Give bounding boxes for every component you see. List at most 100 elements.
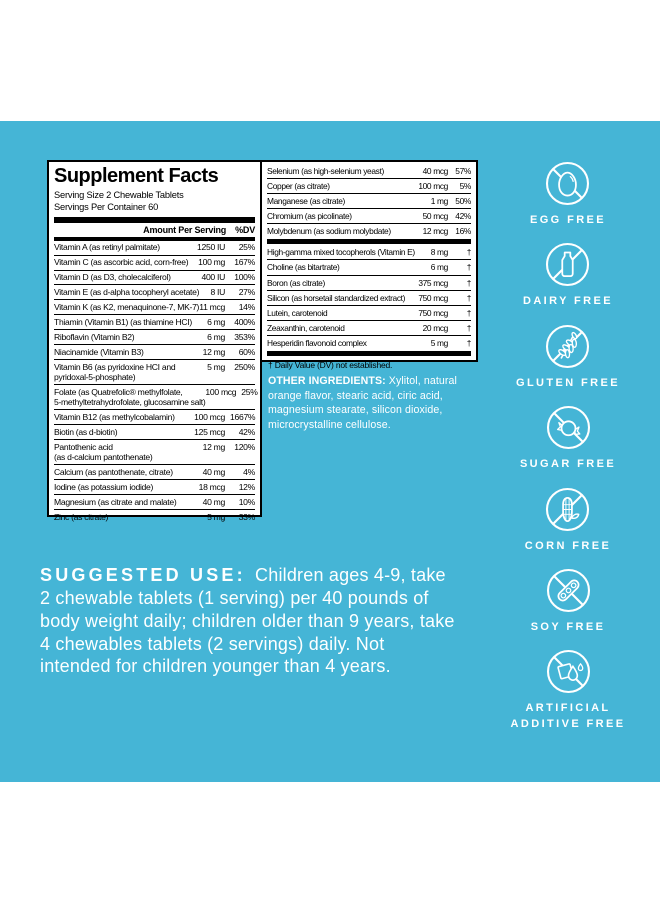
nutrient-row: Iodine (as potassium iodide) 18 mcg 12% [54,480,256,496]
nutrient-amount: 100 mcg [205,386,237,397]
divider-bar [267,350,471,356]
nutrient-amount: 50 mcg [422,211,449,222]
nutrient-name: Choline (as bitartrate) [267,262,340,273]
nutrient-name: Copper (as citrate) [267,181,330,192]
nutrient-row: Silicon (as horsetail standardized extra… [267,291,471,306]
nutrient-row: Niacinamide (Vitamin B3) 12 mg 60% [54,345,255,360]
nutrient-amount: 6 mg [430,262,449,273]
nutrient-amount: 18 mcg [198,481,226,492]
badge-egg-free: EGG FREE [530,161,606,228]
suggested-use-text: Children ages 4-9, take 2 chewable table… [40,565,455,677]
nutrient-dv: 16% [455,226,471,237]
nutrient-amount: 5 mg [207,511,225,522]
nutrient-amount: 8 mg [430,247,449,258]
nutrient-amount: 40 mg [202,496,226,507]
nutrient-name: Vitamin K (as K2, menaquinone-7, MK-7) [54,302,200,313]
nutrient-row: Vitamin C (as ascorbic acid, corn-free) … [54,256,255,271]
nutrient-name: Vitamin C (as ascorbic acid, corn-free) [54,257,189,268]
suggested-use-label: SUGGESTED USE: [40,565,246,585]
nutrient-row: Magnesium (as citrate and malate) 40 mg … [54,495,255,510]
nutrient-name: Zeaxanthin, carotenoid [267,322,345,333]
nutrient-dv: 27% [238,287,256,298]
nutrient-dv: 10% [238,496,256,507]
nutrient-row: Vitamin E (as d-alpha tocopheryl acetate… [54,285,256,301]
artificial-additive-free-icon [546,649,591,694]
nutrient-amount: 750 mcg [418,307,448,318]
badge-label: SOY FREE [530,620,606,633]
nutrient-name: Vitamin B12 (as methylcobalamin) [54,412,175,422]
nutrient-row: Copper (as citrate) 100 mcg 5% [267,179,471,195]
nutrient-row: Molybdenum (as sodium molybdate) 12 mcg … [267,224,471,238]
nutrient-name: High-gamma mixed tocopherols (Vitamin E) [267,247,415,258]
divider-bar [267,239,471,245]
badge-label: ARTIFICIAL ADDITIVE FREE [510,702,626,730]
nutrient-row: Vitamin B6 (as pyridoxine HCI and pyridox… [54,360,255,386]
nutrient-dv: 60% [238,346,256,357]
nutrient-name: Iodine (as potassium iodide) [54,481,154,492]
nutrient-row: Lutein, carotenoid 750 mcg † [267,306,471,321]
nutrient-amount: 12 mcg [422,226,449,237]
nutrient-amount: 1250 IU [197,242,225,253]
nutrient-amount: 125 mcg [194,426,225,437]
nutrient-name: Calcium (as pantothenate, citrate) [54,466,173,477]
free-from-badges: EGG FREE DAIRY FREE [502,161,634,732]
nutrient-row: Vitamin B12 (as methylcobalamin) 100 mcg… [54,410,256,426]
nutrient-amount: 5 mg [430,337,449,348]
nutrient-row: Hesperidin flavonoid complex 5 mg † [267,336,471,350]
nutrient-amount: 6 mg [207,316,225,327]
nutrient-name: Boron (as citrate) [267,277,325,288]
badge-dairy-free: DAIRY FREE [523,242,613,309]
amount-per-serving-header: Amount Per Serving [143,224,227,235]
nutrient-dv: † [466,337,472,348]
nutrient-dv: † [466,247,472,258]
nutrient-name: Niacinamide (Vitamin B3) [54,346,144,357]
nutrient-row: Folate (as Quatrefolic® methylfolate, 5-m… [54,385,258,411]
serving-size: Serving Size 2 Chewable Tablets [54,190,184,200]
nutrient-dv: 100% [234,272,255,283]
nutrient-dv: 57% [455,166,471,176]
badge-label: GLUTEN FREE [515,376,620,389]
other-ingredients: OTHER INGREDIENTS: Xylitol, natural oran… [268,374,482,432]
badge-label: CORN FREE [524,539,612,552]
right-nutrient-rows-top: Selenium (as high-selenium yeast) 40 mcg… [267,164,471,238]
nutrient-name: Chromium (as picolinate) [267,211,352,222]
nutrient-dv: 167% [234,257,255,268]
nutrient-dv: † [466,322,472,333]
nutrient-dv: † [466,277,472,288]
nutrient-dv: 42% [238,426,256,437]
nutrient-amount: 1 mg [430,196,449,207]
dv-footnote: † Daily Value (DV) not established. [268,360,393,371]
nutrient-name: Folate (as Quatrefolic® methylfolate, 5-m… [54,386,206,408]
supplement-facts-panel-right: Selenium (as high-selenium yeast) 40 mcg… [260,160,478,370]
supplement-facts-panel-left: Supplement Facts Serving Size 2 Chewable… [47,160,262,522]
corn-free-icon [545,487,590,532]
nutrient-name: Magnesium (as citrate and malate) [54,496,177,507]
nutrient-row: Boron (as citrate) 375 mcg † [267,276,471,291]
nutrient-row: Vitamin K (as K2, menaquinone-7, MK-7) 1… [54,300,255,316]
left-nutrient-rows: Vitamin A (as retinyl palmitate) 1250 IU… [54,241,258,524]
nutrient-dv: 400% [234,316,255,327]
nutrient-amount: 8 IU [210,287,225,298]
nutrient-amount: 20 mcg [422,322,449,333]
nutrient-dv: 1667% [230,412,256,422]
nutrient-dv: 120% [234,441,255,452]
nutrient-dv: 12% [238,481,256,492]
badge-sugar-free: SUGAR FREE [520,405,616,472]
facts-column-header: Amount Per Serving %DV [54,223,255,237]
nutrient-row: Calcium (as pantothenate, citrate) 40 mg… [54,465,255,481]
nutrient-amount: 375 mcg [418,277,448,288]
nutrient-dv: † [466,262,472,273]
nutrient-name: Vitamin D (as D3, cholecalciferol) [54,272,171,283]
divider-bar [54,216,255,223]
nutrient-row: Chromium (as picolinate) 50 mcg 42% [267,209,471,225]
other-ingredients-text: Xylitol, natural orange flavor, stearic … [268,375,457,431]
nutrient-dv: † [466,307,472,318]
nutrient-name: Vitamin B6 (as pyridoxine HCI and pyridox… [54,361,176,382]
badge-gluten-free: GLUTEN FREE [516,324,620,391]
nutrient-name: Lutein, carotenoid [267,307,328,318]
badge-label: EGG FREE [529,214,607,226]
nutrient-name: Silicon (as horsetail standardized extra… [267,292,406,303]
nutrient-dv: 33% [238,511,256,522]
nutrient-name: Selenium (as high-selenium yeast) [267,166,384,176]
